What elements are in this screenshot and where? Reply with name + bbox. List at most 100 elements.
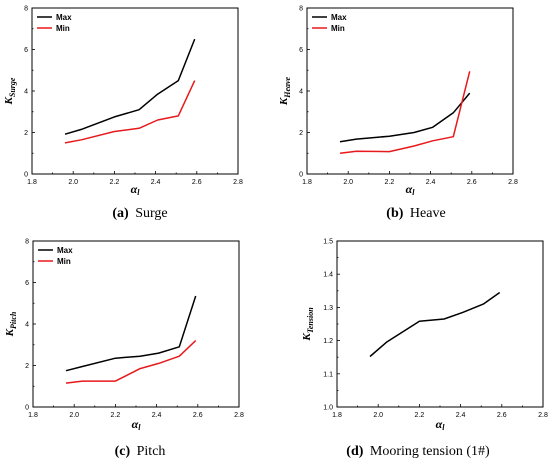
mooring-y-tick-label: 1.0 (323, 405, 333, 412)
heave-series-max-line (339, 92, 471, 143)
heave-x-tick-label: 2.0 (343, 179, 353, 186)
heave-y-axis-label-base: K (278, 97, 290, 106)
heave-y-tick-label: 0 (299, 172, 303, 179)
surge-x-tick-label: 2.2 (110, 179, 120, 186)
mooring-x-tick-label: 2.6 (497, 412, 507, 419)
surge-legend-label-min: Min (56, 24, 70, 33)
surge-legend-label-max: Max (56, 13, 72, 22)
surge-x-axis-label: αl (131, 182, 141, 197)
mooring-y-tick-label: 1.2 (323, 338, 333, 345)
surge-x-tick-label: 2.8 (233, 179, 243, 186)
mooring-y-tick-label: 1.1 (323, 371, 333, 378)
pitch-x-tick-label: 2.6 (193, 412, 203, 419)
heave-y-tick-label: 6 (299, 47, 303, 54)
pitch-x-tick-label: 2.0 (69, 412, 79, 419)
surge-x-tick-label: 2.0 (68, 179, 78, 186)
heave-x-tick-label: 2.4 (426, 179, 436, 186)
mooring-x-tick-label: 2.2 (415, 412, 425, 419)
heave-x-axis-label-base: α (406, 182, 413, 196)
panel-mooring: 1.8 2.0 2.2 2.4 2.6 2.8 1.0 1.1 1.2 1.3 1.4 1.5 KTen… (301, 239, 548, 460)
heave-x-tick-label: 2.2 (385, 179, 395, 186)
pitch-x-axis-label-sub: l (138, 423, 141, 432)
mooring-y-axis-label-base: K (301, 333, 313, 342)
mooring-x-tick-label: 2.8 (538, 412, 548, 419)
heave-legend-label-max: Max (331, 13, 347, 22)
heave-series-min-line (339, 71, 471, 155)
mooring-plot-area: 1.8 2.0 2.2 2.4 2.6 2.8 1.0 1.1 1.2 1.3 1.4 1.5 KTen… (301, 239, 548, 433)
surge-y-axis-label: KSurge (3, 77, 17, 105)
pitch-caption-text: Pitch (137, 444, 166, 459)
mooring-y-tick-label: 1.5 (323, 239, 333, 246)
surge-caption-label: (a) (112, 206, 129, 221)
surge-caption: (a) Surge (112, 206, 167, 221)
mooring-caption: (d) Mooring tension (1#) (346, 444, 490, 459)
heave-x-tick-label: 1.8 (302, 179, 312, 186)
heave-y-axis-label: KHeave (278, 76, 292, 106)
surge-y-axis-label-base: K (3, 96, 15, 105)
heave-caption-text: Heave (410, 206, 446, 221)
pitch-series-max-line (65, 295, 197, 372)
mooring-x-tick-label: 2.0 (373, 412, 383, 419)
heave-y-tick-label: 8 (299, 6, 303, 13)
heave-x-tick-label: 2.8 (508, 179, 518, 186)
heave-x-tick-label: 2.6 (467, 179, 477, 186)
pitch-y-tick-label: 4 (25, 322, 29, 329)
pitch-y-tick-label: 6 (25, 280, 29, 287)
heave-caption: (b) Heave (386, 206, 445, 221)
surge-y-axis-label-sub: Surge (8, 77, 17, 97)
mooring-x-tick-label: 2.4 (456, 412, 466, 419)
mooring-series-line-line (369, 291, 501, 358)
pitch-plot-area: 1.8 2.0 2.2 2.4 2.6 2.8 0 2 4 6 8 Max Min KPitch αl (4, 239, 244, 433)
pitch-y-tick-label: 2 (25, 363, 29, 370)
mooring-y-axis-label: KTension (301, 307, 315, 342)
surge-series-min-line (64, 80, 196, 144)
heave-y-axis-label-sub: Heave (283, 76, 292, 98)
pitch-x-axis-label-base: α (132, 417, 139, 431)
surge-x-tick-label: 2.6 (192, 179, 202, 186)
surge-plot-area: 1.8 2.0 2.2 2.4 2.6 2.8 0 2 4 6 8 Max Min KSurge αl (3, 6, 243, 198)
heave-y-tick-label: 4 (299, 89, 303, 96)
mooring-y-axis-label-sub: Tension (306, 307, 315, 333)
surge-caption-text: Surge (135, 206, 167, 221)
pitch-x-tick-label: 1.8 (28, 412, 38, 419)
surge-y-tick-label: 4 (24, 89, 28, 96)
mooring-x-axis-label-base: α (436, 417, 443, 431)
mooring-x-tick-label: 1.8 (332, 412, 342, 419)
mooring-caption-label: (d) (346, 444, 363, 459)
heave-plot-area: 1.8 2.0 2.2 2.4 2.6 2.8 0 2 4 6 8 Max Min KHeave αl (278, 6, 518, 198)
pitch-y-axis-label-sub: Pitch (9, 311, 18, 329)
pitch-y-axis-label: KPitch (4, 311, 18, 337)
surge-x-tick-label: 1.8 (27, 179, 37, 186)
pitch-caption: (c) Pitch (115, 444, 166, 459)
mooring-x-axis-label-sub: l (442, 423, 445, 432)
mooring-axes-frame (336, 240, 544, 408)
mooring-y-tick-label: 1.4 (323, 272, 333, 279)
heave-legend-label-min: Min (331, 24, 345, 33)
surge-y-tick-label: 8 (24, 6, 28, 13)
heave-caption-label: (b) (386, 206, 403, 221)
mooring-x-axis-label: αl (436, 417, 446, 432)
surge-x-axis-label-sub: l (137, 188, 140, 197)
surge-x-axis-label-base: α (131, 182, 138, 196)
pitch-legend-label-max: Max (57, 246, 73, 255)
heave-y-tick-label: 2 (299, 130, 303, 137)
pitch-series-min-line (65, 340, 197, 384)
pitch-x-axis-label: αl (132, 417, 142, 432)
surge-series-max-line (64, 38, 196, 135)
pitch-y-tick-label: 8 (25, 239, 29, 246)
pitch-caption-label: (c) (115, 444, 131, 459)
pitch-y-tick-label: 0 (25, 405, 29, 412)
surge-y-tick-label: 6 (24, 47, 28, 54)
pitch-y-axis-label-base: K (4, 328, 16, 337)
surge-x-tick-label: 2.4 (151, 179, 161, 186)
pitch-legend-label-min: Min (57, 257, 71, 266)
surge-y-tick-label: 2 (24, 130, 28, 137)
mooring-y-tick-label: 1.3 (323, 305, 333, 312)
surge-y-tick-label: 0 (24, 172, 28, 179)
heave-x-axis-label: αl (406, 182, 416, 197)
heave-x-axis-label-sub: l (412, 188, 415, 197)
